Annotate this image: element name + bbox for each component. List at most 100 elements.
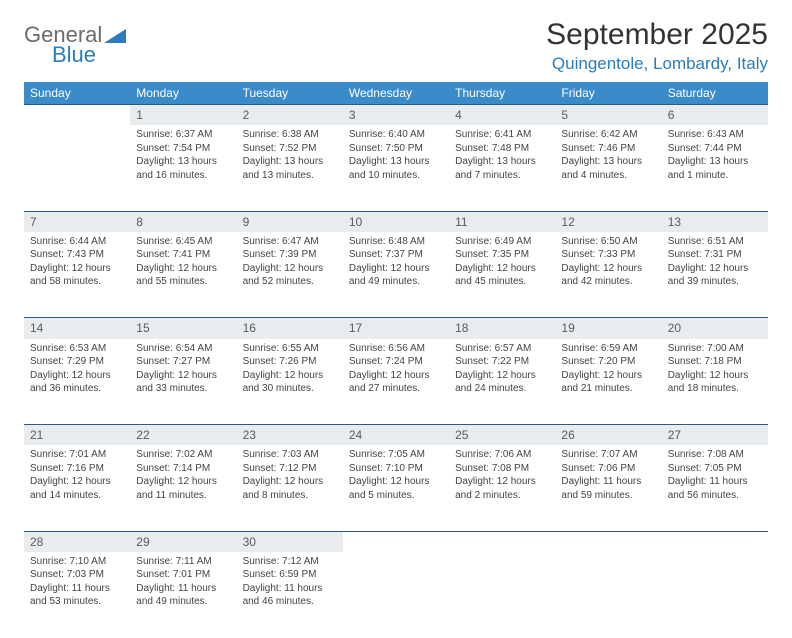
day-cell: Sunrise: 6:45 AMSunset: 7:41 PMDaylight:… [130, 232, 236, 318]
day-number: 19 [555, 318, 661, 339]
day1-text: Daylight: 12 hours [243, 369, 337, 383]
sunset-text: Sunset: 7:10 PM [349, 462, 443, 476]
day2-text: and 18 minutes. [668, 382, 762, 396]
day1-text: Daylight: 12 hours [349, 475, 443, 489]
sunset-text: Sunset: 7:39 PM [243, 248, 337, 262]
daynum-row: 21222324252627 [24, 425, 768, 446]
day-cell [449, 552, 555, 638]
day-cell [555, 552, 661, 638]
day1-text: Daylight: 12 hours [455, 369, 549, 383]
day-number [662, 531, 768, 552]
day1-text: Daylight: 11 hours [30, 582, 124, 596]
day-cell: Sunrise: 6:50 AMSunset: 7:33 PMDaylight:… [555, 232, 661, 318]
daynum-row: 78910111213 [24, 211, 768, 232]
day1-text: Daylight: 11 hours [243, 582, 337, 596]
content-row: Sunrise: 7:01 AMSunset: 7:16 PMDaylight:… [24, 445, 768, 531]
day-cell: Sunrise: 6:40 AMSunset: 7:50 PMDaylight:… [343, 125, 449, 211]
day-cell [343, 552, 449, 638]
day-number: 6 [662, 105, 768, 126]
sunrise-text: Sunrise: 6:53 AM [30, 342, 124, 356]
sunrise-text: Sunrise: 6:47 AM [243, 235, 337, 249]
weekday-wednesday: Wednesday [343, 82, 449, 105]
day2-text: and 42 minutes. [561, 275, 655, 289]
sunset-text: Sunset: 7:35 PM [455, 248, 549, 262]
day-number [24, 105, 130, 126]
day-number: 21 [24, 425, 130, 446]
day2-text: and 13 minutes. [243, 169, 337, 183]
day2-text: and 52 minutes. [243, 275, 337, 289]
sunrise-text: Sunrise: 6:57 AM [455, 342, 549, 356]
sunrise-text: Sunrise: 7:11 AM [136, 555, 230, 569]
day-cell: Sunrise: 6:38 AMSunset: 7:52 PMDaylight:… [237, 125, 343, 211]
day2-text: and 39 minutes. [668, 275, 762, 289]
day2-text: and 24 minutes. [455, 382, 549, 396]
day1-text: Daylight: 13 hours [455, 155, 549, 169]
day-cell: Sunrise: 6:55 AMSunset: 7:26 PMDaylight:… [237, 339, 343, 425]
sunrise-text: Sunrise: 6:43 AM [668, 128, 762, 142]
daynum-row: 282930 [24, 531, 768, 552]
sunrise-text: Sunrise: 6:42 AM [561, 128, 655, 142]
sunrise-text: Sunrise: 6:54 AM [136, 342, 230, 356]
daynum-row: 123456 [24, 105, 768, 126]
day1-text: Daylight: 12 hours [668, 262, 762, 276]
day2-text: and 36 minutes. [30, 382, 124, 396]
day1-text: Daylight: 13 hours [136, 155, 230, 169]
day1-text: Daylight: 12 hours [30, 369, 124, 383]
day2-text: and 59 minutes. [561, 489, 655, 503]
weekday-sunday: Sunday [24, 82, 130, 105]
sunset-text: Sunset: 7:18 PM [668, 355, 762, 369]
day-number: 4 [449, 105, 555, 126]
day-cell: Sunrise: 6:43 AMSunset: 7:44 PMDaylight:… [662, 125, 768, 211]
sunrise-text: Sunrise: 6:40 AM [349, 128, 443, 142]
day-cell [24, 125, 130, 211]
day2-text: and 53 minutes. [30, 595, 124, 609]
sunset-text: Sunset: 7:41 PM [136, 248, 230, 262]
day-cell: Sunrise: 7:00 AMSunset: 7:18 PMDaylight:… [662, 339, 768, 425]
sunrise-text: Sunrise: 7:05 AM [349, 448, 443, 462]
sunset-text: Sunset: 6:59 PM [243, 568, 337, 582]
day2-text: and 45 minutes. [455, 275, 549, 289]
sunrise-text: Sunrise: 7:01 AM [30, 448, 124, 462]
sunset-text: Sunset: 7:27 PM [136, 355, 230, 369]
sunrise-text: Sunrise: 7:07 AM [561, 448, 655, 462]
sunset-text: Sunset: 7:14 PM [136, 462, 230, 476]
day-cell: Sunrise: 6:53 AMSunset: 7:29 PMDaylight:… [24, 339, 130, 425]
day1-text: Daylight: 12 hours [136, 475, 230, 489]
day1-text: Daylight: 12 hours [349, 262, 443, 276]
sunrise-text: Sunrise: 6:45 AM [136, 235, 230, 249]
sunrise-text: Sunrise: 6:50 AM [561, 235, 655, 249]
sunset-text: Sunset: 7:06 PM [561, 462, 655, 476]
day-number: 23 [237, 425, 343, 446]
sunset-text: Sunset: 7:20 PM [561, 355, 655, 369]
day2-text: and 55 minutes. [136, 275, 230, 289]
day-cell: Sunrise: 7:03 AMSunset: 7:12 PMDaylight:… [237, 445, 343, 531]
day-cell: Sunrise: 7:10 AMSunset: 7:03 PMDaylight:… [24, 552, 130, 638]
day-number: 30 [237, 531, 343, 552]
sunrise-text: Sunrise: 6:41 AM [455, 128, 549, 142]
sunrise-text: Sunrise: 7:03 AM [243, 448, 337, 462]
day1-text: Daylight: 13 hours [561, 155, 655, 169]
day-cell: Sunrise: 7:01 AMSunset: 7:16 PMDaylight:… [24, 445, 130, 531]
day2-text: and 10 minutes. [349, 169, 443, 183]
day-cell: Sunrise: 6:47 AMSunset: 7:39 PMDaylight:… [237, 232, 343, 318]
day1-text: Daylight: 12 hours [455, 262, 549, 276]
day1-text: Daylight: 12 hours [136, 369, 230, 383]
sunset-text: Sunset: 7:48 PM [455, 142, 549, 156]
day-cell: Sunrise: 7:12 AMSunset: 6:59 PMDaylight:… [237, 552, 343, 638]
day-number: 9 [237, 211, 343, 232]
day-number: 3 [343, 105, 449, 126]
day2-text: and 8 minutes. [243, 489, 337, 503]
weekday-thursday: Thursday [449, 82, 555, 105]
day-cell: Sunrise: 6:51 AMSunset: 7:31 PMDaylight:… [662, 232, 768, 318]
day-number: 1 [130, 105, 236, 126]
sunrise-text: Sunrise: 6:55 AM [243, 342, 337, 356]
sunset-text: Sunset: 7:46 PM [561, 142, 655, 156]
sunrise-text: Sunrise: 6:44 AM [30, 235, 124, 249]
header: General Blue September 2025 Quingentole,… [24, 18, 768, 74]
day1-text: Daylight: 12 hours [561, 369, 655, 383]
sunrise-text: Sunrise: 6:51 AM [668, 235, 762, 249]
day-number: 20 [662, 318, 768, 339]
day2-text: and 27 minutes. [349, 382, 443, 396]
sunrise-text: Sunrise: 6:48 AM [349, 235, 443, 249]
sunrise-text: Sunrise: 7:02 AM [136, 448, 230, 462]
